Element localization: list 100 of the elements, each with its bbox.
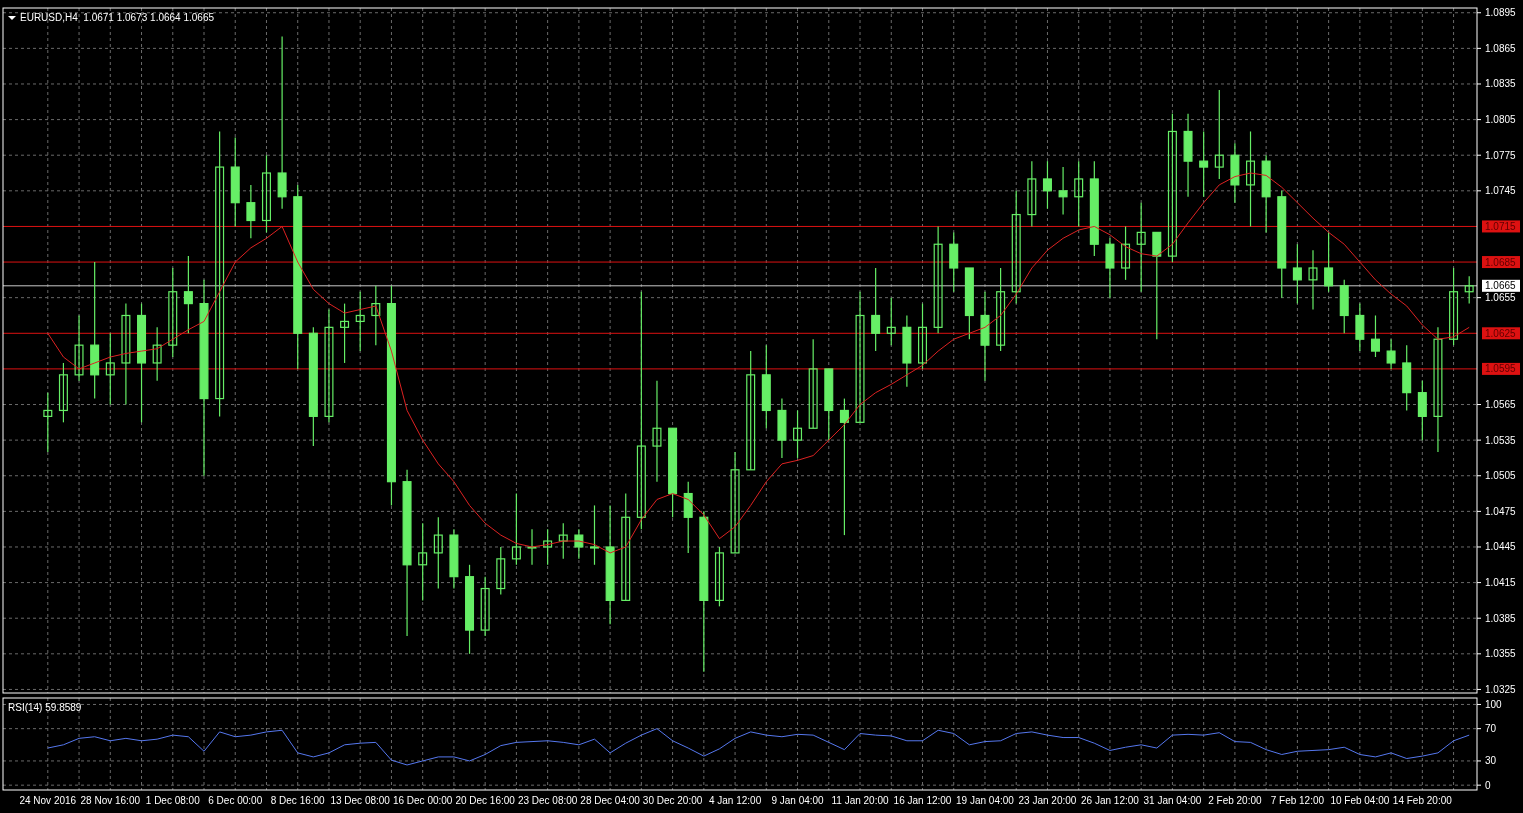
candlestick	[277, 35, 287, 210]
x-tick-label: 2 Feb 20:00	[1208, 795, 1263, 806]
candlestick	[511, 492, 521, 566]
candlestick	[918, 303, 928, 370]
candlestick	[1292, 243, 1302, 305]
y-tick-label: 1.0385	[1485, 612, 1517, 624]
line-series	[47, 728, 1470, 766]
candlestick	[1355, 303, 1365, 352]
ref-line-label: 1.0685	[1485, 256, 1517, 268]
x-tick-label: 6 Dec 00:00	[208, 795, 263, 806]
candlestick	[152, 326, 162, 382]
y-tick-label: 100	[1485, 698, 1503, 710]
candlestick	[1386, 338, 1396, 370]
candlestick	[652, 380, 662, 483]
candlestick	[714, 546, 724, 607]
candlestick	[621, 492, 631, 601]
candlestick	[886, 297, 896, 346]
candlestick	[261, 154, 271, 233]
y-tick-label: 70	[1485, 723, 1497, 735]
chart-title: EURUSD,H4 1.0671 1.0673 1.0664 1.0665	[20, 12, 215, 23]
ref-line-label: 1.0625	[1485, 327, 1517, 339]
y-tick-label: 1.0805	[1485, 114, 1517, 126]
x-tick-label: 20 Dec 16:00	[455, 795, 516, 806]
y-tick-label: 1.0535	[1485, 434, 1517, 446]
candlestick	[1136, 202, 1146, 293]
x-tick-label: 7 Feb 12:00	[1270, 795, 1325, 806]
candlestick	[808, 338, 818, 429]
candlestick	[730, 451, 740, 554]
y-tick-label: 1.0445	[1485, 541, 1517, 553]
candlestick	[215, 130, 225, 417]
x-tick-label: 24 Nov 2016	[19, 795, 77, 806]
candlestick	[340, 303, 350, 364]
x-tick-label: 9 Jan 04:00	[771, 795, 825, 806]
candlestick	[105, 332, 115, 406]
candlestick	[839, 397, 849, 536]
y-tick-label: 1.0565	[1485, 399, 1517, 411]
ref-line-label: 1.0665	[1485, 280, 1517, 292]
candlestick	[183, 255, 193, 334]
candlestick	[1433, 326, 1443, 453]
candlestick	[418, 522, 428, 601]
chart-title: RSI(14) 59.8589	[8, 702, 82, 713]
x-tick-label: 11 Jan 20:00	[831, 795, 889, 806]
candlestick	[933, 225, 943, 334]
candlestick	[1027, 160, 1037, 228]
candlestick	[355, 291, 365, 352]
candlestick	[58, 362, 68, 423]
candlestick	[246, 184, 256, 239]
candlestick	[1105, 237, 1115, 299]
candlestick	[1074, 160, 1084, 228]
candlestick	[589, 504, 599, 566]
candlestick	[871, 267, 881, 352]
candlestick	[793, 409, 803, 459]
candlestick	[1214, 89, 1224, 180]
x-tick-label: 28 Nov 16:00	[80, 795, 141, 806]
y-tick-label: 1.0895	[1485, 7, 1517, 19]
y-tick-label: 1.0325	[1485, 683, 1517, 695]
y-tick-label: 1.0415	[1485, 577, 1517, 589]
x-tick-label: 23 Dec 08:00	[517, 795, 578, 806]
x-tick-label: 14 Feb 20:00	[1392, 795, 1453, 806]
candlestick	[1199, 130, 1209, 198]
candlestick	[324, 308, 334, 423]
candlestick	[1058, 166, 1068, 216]
y-tick-label: 1.0865	[1485, 42, 1517, 54]
candlestick	[433, 516, 443, 590]
x-tick-label: 23 Jan 20:00	[1018, 795, 1077, 806]
candlestick	[1011, 190, 1021, 305]
candlestick	[74, 314, 84, 382]
candlestick	[574, 528, 584, 560]
x-tick-label: 26 Jan 12:00	[1081, 795, 1140, 806]
candlestick	[1449, 267, 1459, 346]
ref-line-label: 1.0595	[1485, 363, 1517, 375]
candlestick	[1464, 275, 1474, 305]
x-tick-label: 28 Dec 04:00	[580, 795, 641, 806]
candlestick	[1417, 380, 1427, 441]
y-tick-label: 1.0775	[1485, 149, 1517, 161]
y-tick-label: 1.0745	[1485, 185, 1517, 197]
candlestick	[855, 291, 865, 423]
candlestick	[480, 576, 490, 637]
x-tick-label: 8 Dec 16:00	[270, 795, 326, 806]
candlestick	[746, 350, 756, 471]
candlestick	[683, 481, 693, 554]
candlestick	[1308, 249, 1318, 311]
candlestick	[1042, 160, 1052, 210]
x-tick-label: 1 Dec 08:00	[145, 795, 201, 806]
y-tick-label: 1.0655	[1485, 292, 1517, 304]
candlestick	[1121, 225, 1131, 281]
x-tick-label: 30 Dec 20:00	[642, 795, 703, 806]
y-tick-label: 1.0355	[1485, 648, 1517, 660]
y-tick-label: 1.0835	[1485, 78, 1517, 90]
candlestick	[1152, 231, 1162, 340]
candlestick	[43, 392, 53, 453]
x-tick-label: 10 Feb 04:00	[1330, 795, 1390, 806]
candlestick	[949, 231, 959, 293]
y-tick-label: 1.0475	[1485, 505, 1517, 517]
candlestick	[996, 267, 1006, 352]
candlestick	[496, 546, 506, 596]
x-tick-label: 16 Jan 12:00	[893, 795, 952, 806]
candlestick	[543, 528, 553, 566]
x-tick-label: 16 Dec 00:00	[392, 795, 453, 806]
candlestick	[168, 267, 178, 358]
